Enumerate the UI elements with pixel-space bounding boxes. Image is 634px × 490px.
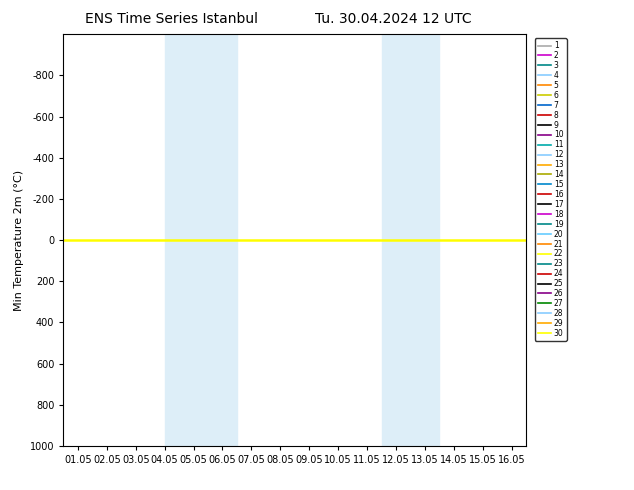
Text: Tu. 30.04.2024 12 UTC: Tu. 30.04.2024 12 UTC	[314, 12, 472, 26]
Legend: 1, 2, 3, 4, 5, 6, 7, 8, 9, 10, 11, 12, 13, 14, 15, 16, 17, 18, 19, 20, 21, 22, 2: 1, 2, 3, 4, 5, 6, 7, 8, 9, 10, 11, 12, 1…	[534, 38, 567, 341]
Bar	[165, 34, 237, 446]
Y-axis label: Min Temperature 2m (°C): Min Temperature 2m (°C)	[15, 170, 24, 311]
Text: ENS Time Series Istanbul: ENS Time Series Istanbul	[85, 12, 257, 26]
Bar	[382, 34, 439, 446]
